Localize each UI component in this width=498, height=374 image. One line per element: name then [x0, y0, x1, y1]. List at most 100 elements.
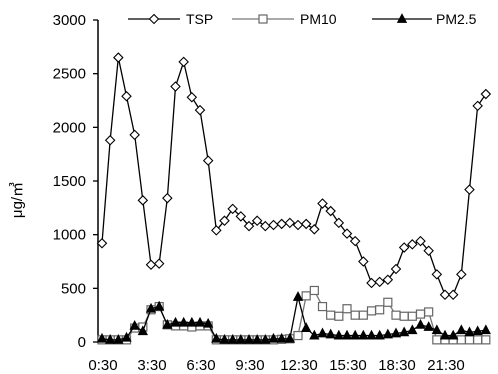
data-point — [350, 329, 361, 340]
data-point — [227, 333, 238, 344]
data-point — [456, 269, 467, 280]
data-point — [415, 235, 426, 247]
data-point — [300, 218, 312, 230]
data-point — [472, 100, 483, 112]
data-point — [186, 316, 197, 327]
data-point — [464, 326, 475, 337]
legend-marker — [396, 13, 408, 23]
data-point — [162, 192, 173, 204]
data-point — [341, 228, 353, 239]
data-point — [243, 220, 255, 232]
data-point — [350, 310, 360, 320]
data-point — [448, 329, 459, 340]
data-point — [284, 217, 296, 229]
legend-item: PM10 — [232, 11, 337, 27]
data-point — [268, 219, 279, 231]
data-point — [243, 333, 255, 344]
data-point — [154, 300, 165, 311]
data-point — [398, 242, 410, 253]
data-point — [309, 285, 319, 296]
data-point — [203, 317, 214, 328]
data-point — [447, 289, 459, 301]
data-point — [325, 205, 336, 217]
data-point — [333, 217, 345, 229]
data-point — [333, 329, 344, 340]
data-point — [456, 324, 467, 335]
y-tick-label: 2000 — [53, 119, 86, 136]
data-point — [424, 307, 434, 317]
data-point — [219, 333, 230, 344]
data-point — [349, 235, 361, 247]
legend-label: TSP — [186, 11, 213, 27]
data-point — [235, 211, 247, 222]
data-point — [334, 311, 344, 321]
data-point — [326, 310, 336, 320]
data-point — [301, 322, 312, 332]
data-point — [415, 318, 426, 329]
data-point — [292, 219, 304, 231]
data-point — [423, 245, 434, 257]
data-point — [211, 332, 222, 343]
data-point — [464, 335, 475, 345]
data-point — [252, 333, 263, 344]
y-tick-label: 1000 — [53, 227, 86, 244]
data-point — [301, 291, 311, 301]
data-point — [113, 333, 124, 344]
data-point — [415, 309, 426, 319]
data-point — [292, 291, 304, 301]
legend-label: PM2.5 — [436, 11, 477, 27]
x-ticks: 0:30 3:30 6:30 9:30 12:30 15:30 18:30 21:30 — [88, 357, 464, 374]
data-point — [170, 316, 181, 327]
data-point — [145, 302, 157, 313]
data-point — [366, 329, 377, 340]
data-point — [268, 332, 279, 343]
y-tick-label: 2500 — [53, 66, 86, 83]
legend-label: PM10 — [300, 11, 337, 27]
data-point — [186, 92, 198, 103]
data-point — [375, 305, 385, 315]
data-point — [366, 306, 377, 316]
data-point — [137, 325, 148, 336]
data-point — [170, 81, 181, 92]
data-point — [178, 56, 189, 68]
series-tsp — [96, 52, 492, 301]
legend: TSP PM10 PM2.5 — [128, 11, 477, 27]
data-point — [423, 321, 434, 331]
data-point — [121, 331, 132, 342]
x-tick-label: 18:30 — [378, 357, 416, 374]
data-point — [481, 335, 491, 345]
data-point — [276, 332, 287, 343]
data-point — [456, 335, 466, 345]
data-point — [317, 327, 328, 338]
data-point — [219, 215, 230, 226]
series-group — [96, 52, 492, 345]
data-point — [202, 155, 214, 166]
data-point — [105, 333, 116, 344]
data-point — [382, 274, 394, 286]
data-point — [374, 329, 385, 340]
data-point — [309, 329, 320, 340]
data-point — [113, 52, 124, 63]
x-tick-label: 6:30 — [186, 357, 215, 374]
data-point — [382, 328, 393, 339]
data-point — [96, 237, 108, 249]
x-tick-label: 15:30 — [329, 357, 367, 374]
data-point — [464, 184, 475, 195]
data-point — [399, 326, 410, 337]
data-point — [341, 329, 353, 340]
series-pm25 — [96, 291, 491, 344]
data-point — [153, 258, 165, 269]
x-tick-label: 12:30 — [280, 357, 318, 374]
data-point — [325, 328, 336, 339]
data-point — [284, 332, 295, 343]
data-point — [439, 329, 451, 340]
data-point — [366, 277, 377, 289]
data-point — [129, 129, 140, 141]
data-point — [480, 324, 491, 335]
data-point — [407, 324, 418, 335]
data-point — [309, 224, 320, 235]
data-point — [390, 327, 402, 338]
legend-item: TSP — [128, 11, 213, 27]
data-point — [407, 311, 417, 321]
